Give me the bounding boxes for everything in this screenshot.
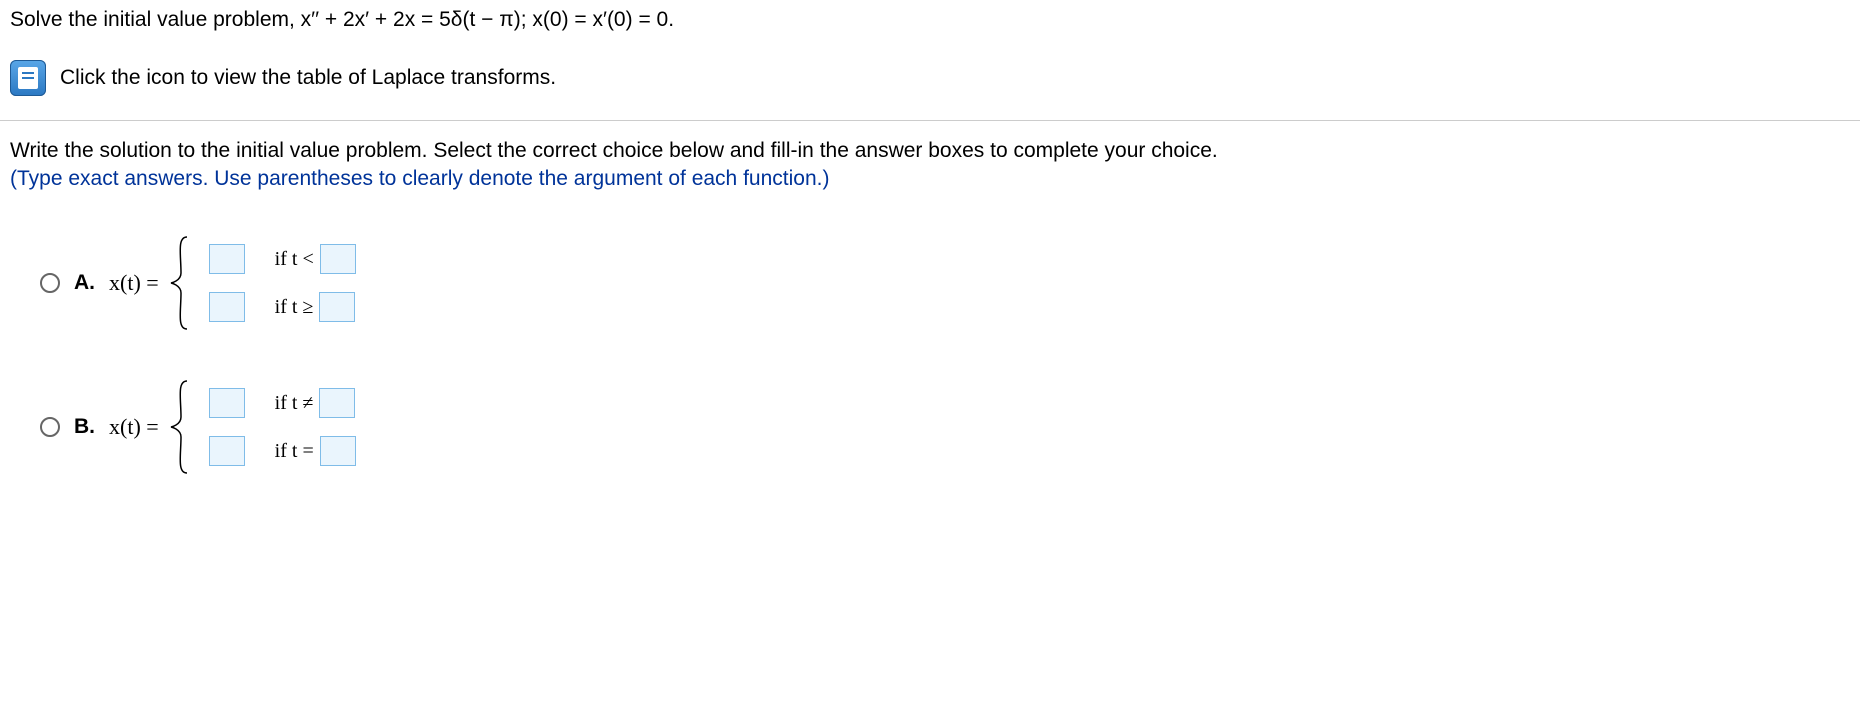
choice-a-case-2-cond: if t ≥ bbox=[275, 292, 356, 322]
cond-label: if t < bbox=[275, 248, 314, 271]
problem-statement: Solve the initial value problem, x′′ + 2… bbox=[10, 8, 1850, 32]
choice-a-row: A. x(t) = if t < if t ≥ bbox=[40, 235, 1850, 331]
answer-box-a1-bound[interactable] bbox=[320, 244, 356, 274]
laplace-link-row: Click the icon to view the table of Lapl… bbox=[10, 60, 1850, 96]
radio-a[interactable] bbox=[40, 273, 60, 293]
choice-a-case-1: if t < bbox=[201, 244, 356, 274]
choice-b-row: B. x(t) = if t ≠ if t = bbox=[40, 379, 1850, 475]
choice-a-lhs: x(t) = bbox=[109, 270, 159, 296]
answer-box-a1-value[interactable] bbox=[209, 244, 245, 274]
choice-b-case-2: if t = bbox=[201, 436, 356, 466]
answer-box-b1-bound[interactable] bbox=[319, 388, 355, 418]
answer-box-b2-value[interactable] bbox=[209, 436, 245, 466]
choice-b-case-1-cond: if t ≠ bbox=[275, 388, 356, 418]
book-icon[interactable] bbox=[10, 60, 46, 96]
cond-label: if t = bbox=[275, 440, 314, 463]
answer-box-a2-bound[interactable] bbox=[319, 292, 355, 322]
left-brace-icon bbox=[169, 379, 191, 475]
choice-a-case-1-cond: if t < bbox=[275, 244, 356, 274]
laplace-link-text[interactable]: Click the icon to view the table of Lapl… bbox=[60, 66, 556, 90]
choice-b-case-2-cond: if t = bbox=[275, 436, 356, 466]
hint-text: (Type exact answers. Use parentheses to … bbox=[10, 167, 1850, 191]
answer-box-a2-value[interactable] bbox=[209, 292, 245, 322]
cond-label: if t ≥ bbox=[275, 296, 314, 319]
choice-a-cases: if t < if t ≥ bbox=[201, 244, 356, 322]
answer-box-b1-value[interactable] bbox=[209, 388, 245, 418]
choice-b-case-1: if t ≠ bbox=[201, 388, 356, 418]
choice-a-letter: A. bbox=[74, 271, 95, 295]
choice-b-letter: B. bbox=[74, 415, 95, 439]
cond-label: if t ≠ bbox=[275, 392, 314, 415]
left-brace-icon bbox=[169, 235, 191, 331]
divider bbox=[0, 120, 1860, 121]
choice-a-case-2: if t ≥ bbox=[201, 292, 356, 322]
radio-b[interactable] bbox=[40, 417, 60, 437]
choice-b-lhs: x(t) = bbox=[109, 414, 159, 440]
answer-box-b2-bound[interactable] bbox=[320, 436, 356, 466]
instruction-text: Write the solution to the initial value … bbox=[10, 139, 1850, 163]
choice-b-cases: if t ≠ if t = bbox=[201, 388, 356, 466]
choices-container: A. x(t) = if t < if t ≥ B. bbox=[40, 235, 1850, 475]
